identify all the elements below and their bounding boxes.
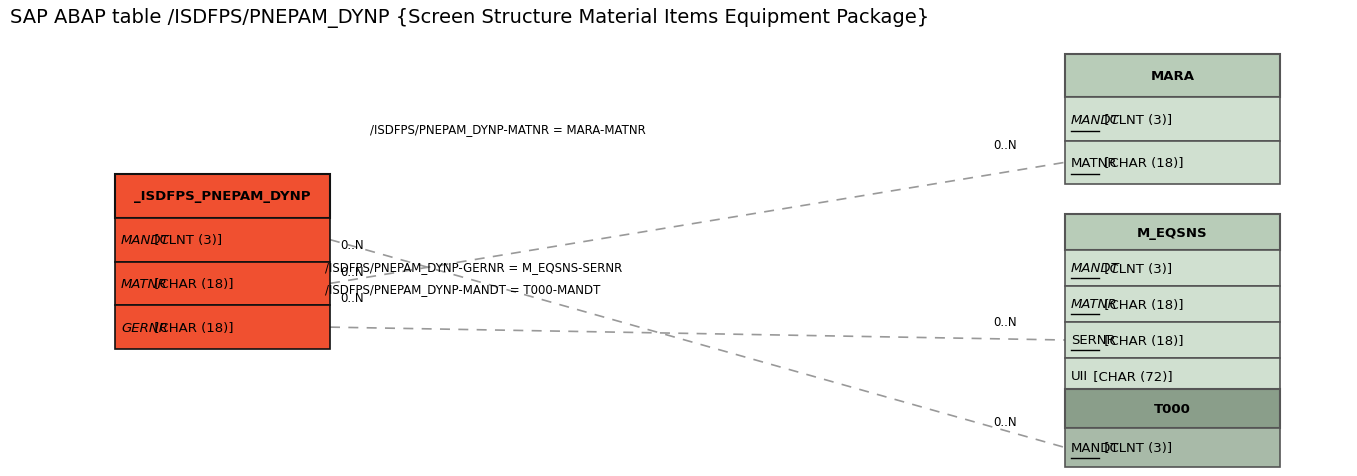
Text: M_EQSNS: M_EQSNS — [1137, 226, 1208, 239]
Bar — [1065, 215, 1280, 250]
Text: 0..N: 0..N — [341, 238, 364, 251]
Text: [CHAR (18)]: [CHAR (18)] — [1101, 334, 1183, 347]
Bar — [115, 262, 330, 306]
Bar — [1065, 55, 1280, 98]
Text: [CLNT (3)]: [CLNT (3)] — [1101, 262, 1172, 275]
Text: [CHAR (72)]: [CHAR (72)] — [1088, 370, 1172, 383]
Bar — [115, 175, 330, 218]
Text: [CHAR (18)]: [CHAR (18)] — [1101, 298, 1183, 311]
Bar — [115, 218, 330, 262]
Text: _ISDFPS_PNEPAM_DYNP: _ISDFPS_PNEPAM_DYNP — [134, 190, 311, 203]
Text: [CLNT (3)]: [CLNT (3)] — [151, 234, 223, 247]
Text: SAP ABAP table /ISDFPS/PNEPAM_DYNP {Screen Structure Material Items Equipment Pa: SAP ABAP table /ISDFPS/PNEPAM_DYNP {Scre… — [9, 8, 930, 28]
Text: 0..N: 0..N — [341, 292, 364, 305]
Text: [CHAR (18)]: [CHAR (18)] — [151, 278, 233, 290]
Text: 0..N: 0..N — [993, 415, 1016, 427]
Text: T000: T000 — [1153, 402, 1191, 415]
Text: /ISDFPS/PNEPAM_DYNP-GERNR = M_EQSNS-SERNR: /ISDFPS/PNEPAM_DYNP-GERNR = M_EQSNS-SERN… — [324, 261, 623, 274]
Text: MANDT: MANDT — [121, 234, 170, 247]
Text: MATNR: MATNR — [1071, 298, 1118, 311]
Bar — [115, 306, 330, 349]
Text: 0..N: 0..N — [341, 265, 364, 278]
Bar — [1065, 358, 1280, 394]
Bar — [1065, 250, 1280, 287]
Text: [CHAR (18)]: [CHAR (18)] — [151, 321, 233, 334]
Text: MATNR: MATNR — [121, 278, 168, 290]
Text: MATNR: MATNR — [1071, 157, 1118, 169]
Text: MARA: MARA — [1151, 70, 1194, 83]
Text: GERNR: GERNR — [121, 321, 168, 334]
Text: [CLNT (3)]: [CLNT (3)] — [1101, 113, 1172, 126]
Text: [CHAR (18)]: [CHAR (18)] — [1101, 157, 1183, 169]
Text: MANDT: MANDT — [1071, 441, 1120, 454]
Text: MANDT: MANDT — [1071, 113, 1120, 126]
Bar — [1065, 322, 1280, 358]
Bar — [1065, 428, 1280, 467]
Text: MANDT: MANDT — [1071, 262, 1120, 275]
Bar — [1065, 287, 1280, 322]
Text: /ISDFPS/PNEPAM_DYNP-MANDT = T000-MANDT: /ISDFPS/PNEPAM_DYNP-MANDT = T000-MANDT — [324, 283, 600, 296]
Text: 0..N: 0..N — [993, 138, 1016, 151]
Text: 0..N: 0..N — [993, 315, 1016, 328]
Bar — [1065, 389, 1280, 428]
Bar — [1065, 98, 1280, 141]
Text: UII: UII — [1071, 370, 1088, 383]
Bar — [1065, 141, 1280, 185]
Text: SERNR: SERNR — [1071, 334, 1115, 347]
Text: /ISDFPS/PNEPAM_DYNP-MATNR = MARA-MATNR: /ISDFPS/PNEPAM_DYNP-MATNR = MARA-MATNR — [370, 123, 646, 136]
Text: [CLNT (3)]: [CLNT (3)] — [1101, 441, 1172, 454]
